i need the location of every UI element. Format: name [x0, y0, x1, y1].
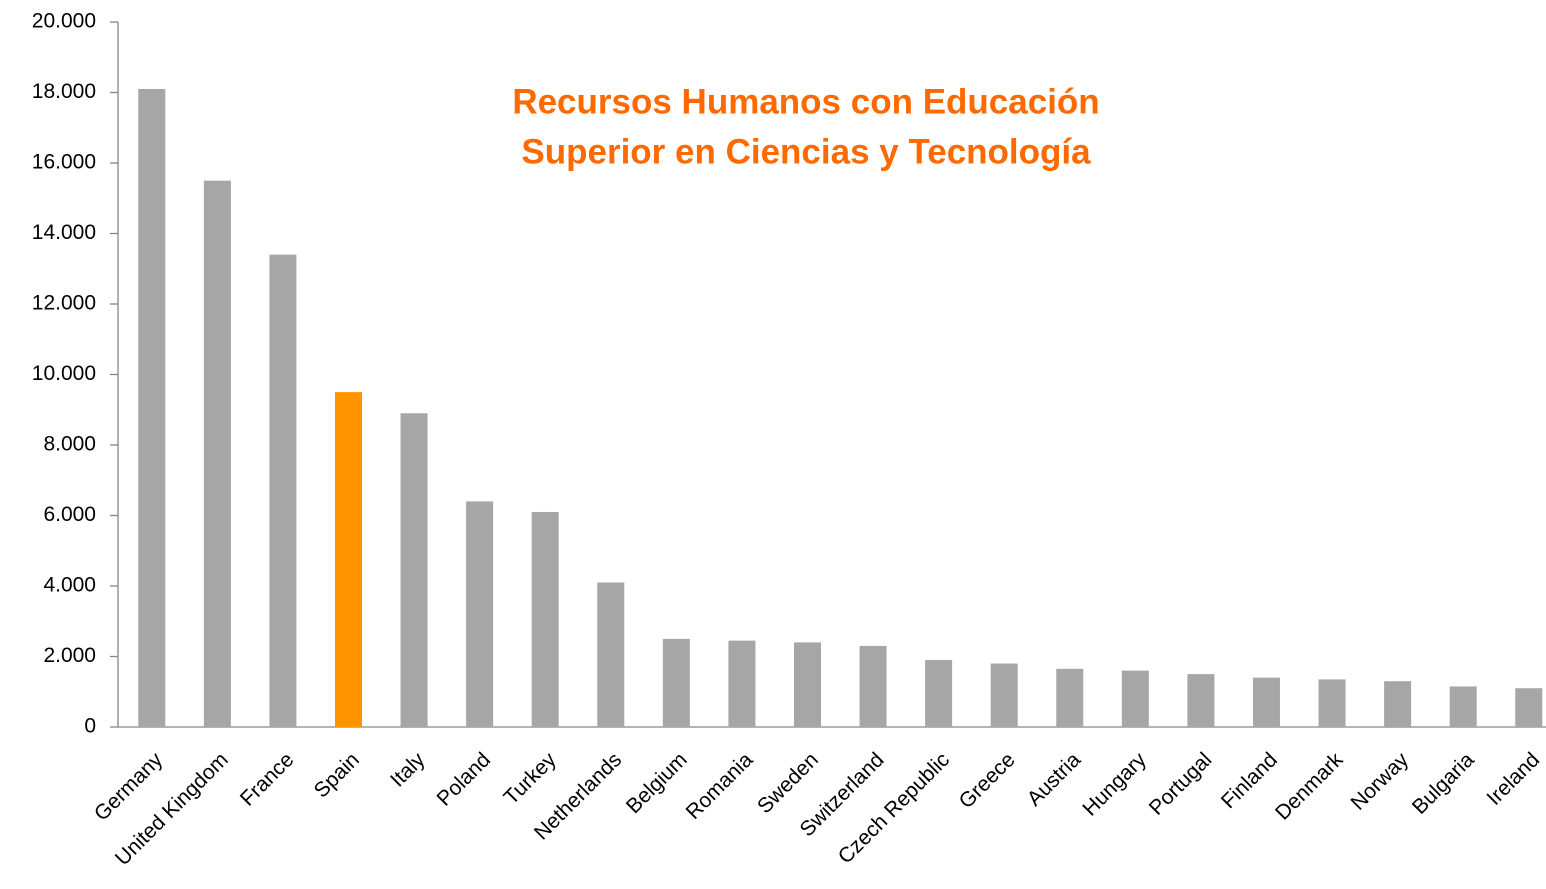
- chart-title: Superior en Ciencias y Tecnología: [521, 132, 1091, 171]
- y-tick-label: 20.000: [32, 10, 96, 33]
- bar: [138, 88, 166, 728]
- x-tick-label: Poland: [433, 748, 496, 811]
- x-tick-label: Spain: [310, 748, 364, 802]
- y-tick-label: 6.000: [43, 503, 96, 526]
- y-tick-label: 10.000: [32, 362, 96, 385]
- bar: [531, 511, 559, 727]
- bar: [334, 392, 362, 727]
- x-tick-label: United Kingdom: [111, 748, 233, 870]
- y-tick-label: 8.000: [43, 433, 96, 456]
- x-tick-label: Italy: [386, 748, 430, 792]
- x-tick-label: Ireland: [1483, 748, 1545, 810]
- y-tick-label: 12.000: [32, 292, 96, 315]
- x-tick-label: Denmark: [1271, 748, 1348, 825]
- bar: [1318, 679, 1346, 727]
- y-tick-label: 14.000: [32, 221, 96, 244]
- bar: [925, 660, 953, 727]
- bar: [1187, 674, 1215, 727]
- bar: [1384, 681, 1412, 727]
- x-tick-label: Austria: [1023, 748, 1086, 811]
- bar: [466, 501, 494, 727]
- x-tick-label: Portugal: [1145, 748, 1217, 820]
- bar: [400, 413, 428, 727]
- y-tick-label: 16.000: [32, 151, 96, 174]
- bar: [1252, 677, 1280, 727]
- bar: [269, 254, 297, 727]
- bar: [1449, 686, 1477, 727]
- bar: [990, 663, 1018, 727]
- x-tick-label: Hungary: [1078, 748, 1151, 821]
- x-tick-label: Bulgaria: [1408, 748, 1479, 819]
- x-tick-label: Greece: [955, 748, 1020, 813]
- bar: [793, 642, 821, 727]
- bar: [597, 582, 625, 727]
- bar: [662, 638, 690, 727]
- x-tick-label: Norway: [1346, 748, 1413, 815]
- bar: [1515, 688, 1543, 727]
- y-tick-label: 18.000: [32, 80, 96, 103]
- x-tick-label: France: [236, 748, 298, 810]
- x-tick-label: Romania: [682, 748, 758, 824]
- x-tick-label: Turkey: [500, 748, 561, 809]
- bar: [859, 645, 887, 727]
- bar: [728, 640, 756, 727]
- x-tick-label: Finland: [1217, 748, 1282, 813]
- y-tick-label: 2.000: [43, 644, 96, 667]
- y-tick-label: 4.000: [43, 574, 96, 597]
- bar: [1121, 670, 1149, 727]
- y-tick-label: 0: [84, 715, 96, 738]
- bar: [1056, 668, 1084, 727]
- x-tick-label: Czech Republic: [834, 748, 954, 868]
- chart-title: Recursos Humanos con Educación: [512, 82, 1099, 121]
- bar: [203, 180, 231, 727]
